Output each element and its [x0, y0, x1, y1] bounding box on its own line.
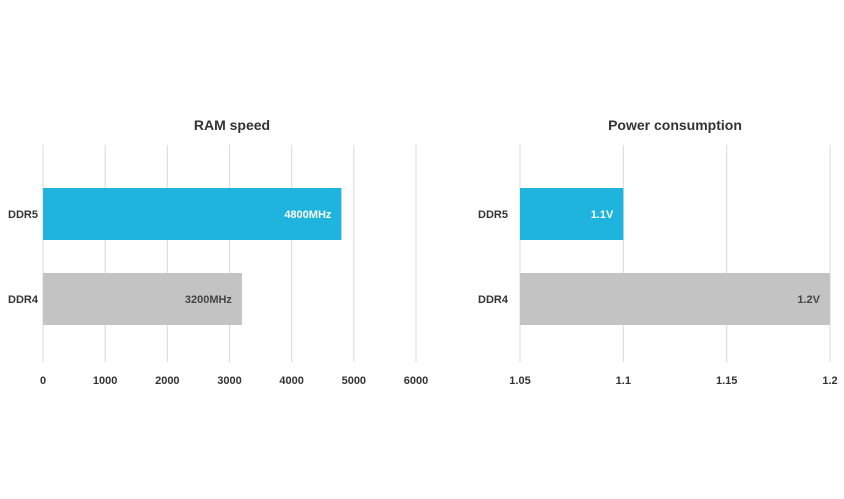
x-tick-label: 6000	[404, 375, 428, 387]
x-tick-label: 0	[40, 375, 46, 387]
data-label-ddr4: 1.2V	[797, 294, 820, 306]
x-tick-labels: 1.05 1.1 1.15 1.2	[509, 375, 837, 387]
x-tick-label: 5000	[342, 375, 366, 387]
x-tick-label: 2000	[155, 375, 179, 387]
x-tick-labels: 0 1000 2000 3000 4000 5000 6000	[40, 375, 428, 387]
category-labels: DDR5 DDR4	[8, 209, 39, 306]
bars: 1.1V 1.2V	[520, 188, 830, 325]
bar-ddr4	[520, 273, 830, 325]
x-tick-label: 1.15	[716, 375, 737, 387]
category-label-ddr4: DDR4	[8, 294, 39, 306]
data-label-ddr4: 3200MHz	[185, 294, 233, 306]
power-consumption-chart: Power consumption 1.1V 1.2V DDR5 DDR4 1.05…	[478, 117, 838, 387]
x-tick-label: 1.1	[616, 375, 631, 387]
bars: 4800MHz 3200MHz	[43, 188, 342, 325]
ram-speed-chart: RAM speed 4800MHz 3200MHz DDR5 DDR4 0 1000 2…	[8, 117, 428, 387]
data-label-ddr5: 4800MHz	[284, 209, 332, 221]
grid-lines	[42, 145, 417, 362]
x-tick-label: 1000	[93, 375, 117, 387]
x-tick-label: 1.2	[822, 375, 837, 387]
bar-ddr5	[520, 188, 624, 240]
category-label-ddr5: DDR5	[8, 209, 38, 221]
chart-title: RAM speed	[194, 117, 270, 133]
bar-ddr4	[43, 273, 242, 325]
x-tick-label: 3000	[217, 375, 241, 387]
data-label-ddr5: 1.1V	[591, 209, 614, 221]
x-tick-label: 1.05	[509, 375, 530, 387]
grid-lines	[519, 145, 831, 362]
category-label-ddr4: DDR4	[478, 294, 509, 306]
bar-ddr5	[43, 188, 342, 240]
category-label-ddr5: DDR5	[478, 209, 508, 221]
chart-title: Power consumption	[608, 117, 742, 133]
category-labels: DDR5 DDR4	[478, 209, 509, 306]
x-tick-label: 4000	[279, 375, 303, 387]
